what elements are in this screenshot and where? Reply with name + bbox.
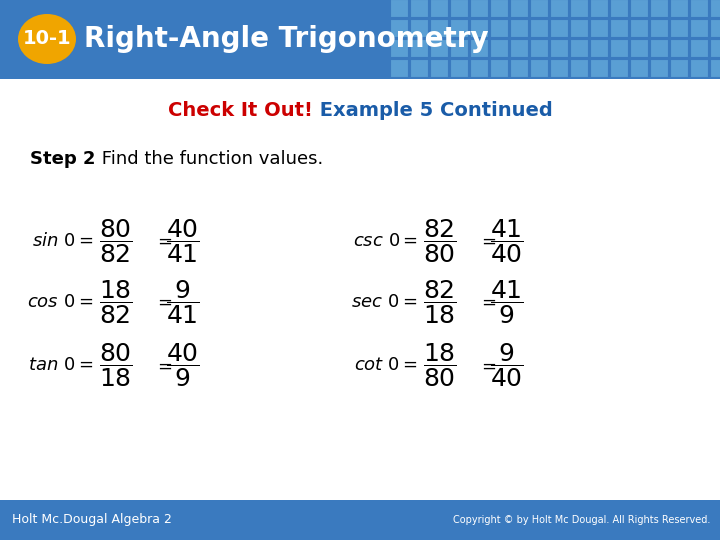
FancyBboxPatch shape: [570, 39, 588, 57]
FancyBboxPatch shape: [430, 59, 448, 77]
Text: $sin\ 0 =$: $sin\ 0 =$: [32, 232, 94, 250]
Text: Copyright © by Holt Mc Dougal. All Rights Reserved.: Copyright © by Holt Mc Dougal. All Right…: [453, 515, 710, 525]
FancyBboxPatch shape: [450, 39, 468, 57]
FancyBboxPatch shape: [590, 59, 608, 77]
Text: 10-1: 10-1: [23, 30, 71, 49]
FancyBboxPatch shape: [510, 39, 528, 57]
FancyBboxPatch shape: [630, 59, 648, 77]
FancyBboxPatch shape: [530, 59, 548, 77]
FancyBboxPatch shape: [410, 19, 428, 37]
FancyBboxPatch shape: [530, 0, 548, 17]
FancyBboxPatch shape: [530, 39, 548, 57]
FancyBboxPatch shape: [710, 19, 720, 37]
Text: $csc\ 0 =$: $csc\ 0 =$: [353, 232, 418, 250]
FancyBboxPatch shape: [670, 0, 688, 17]
Text: $\dfrac{80}{18}$: $\dfrac{80}{18}$: [99, 341, 132, 389]
FancyBboxPatch shape: [470, 59, 488, 77]
Text: Step 2: Step 2: [30, 150, 96, 168]
FancyBboxPatch shape: [590, 39, 608, 57]
FancyBboxPatch shape: [530, 19, 548, 37]
FancyBboxPatch shape: [670, 39, 688, 57]
FancyBboxPatch shape: [650, 0, 668, 17]
FancyBboxPatch shape: [450, 19, 468, 37]
FancyBboxPatch shape: [470, 0, 488, 17]
Text: Holt Mc.Dougal Algebra 2: Holt Mc.Dougal Algebra 2: [12, 514, 172, 526]
FancyBboxPatch shape: [610, 0, 628, 17]
FancyBboxPatch shape: [690, 0, 708, 17]
FancyBboxPatch shape: [0, 0, 720, 79]
FancyBboxPatch shape: [650, 59, 668, 77]
FancyBboxPatch shape: [390, 59, 408, 77]
FancyBboxPatch shape: [610, 19, 628, 37]
Text: $=$: $=$: [153, 356, 172, 374]
FancyBboxPatch shape: [650, 19, 668, 37]
Text: Right-Angle Trigonometry: Right-Angle Trigonometry: [84, 25, 489, 53]
Text: $se c\ 0 =$: $se c\ 0 =$: [351, 293, 418, 311]
FancyBboxPatch shape: [410, 39, 428, 57]
FancyBboxPatch shape: [390, 39, 408, 57]
Text: $\dfrac{40}{9}$: $\dfrac{40}{9}$: [166, 341, 199, 389]
Text: $\dfrac{41}{9}$: $\dfrac{41}{9}$: [490, 278, 523, 326]
FancyBboxPatch shape: [490, 59, 508, 77]
FancyBboxPatch shape: [390, 19, 408, 37]
FancyBboxPatch shape: [630, 19, 648, 37]
Text: Example 5 Continued: Example 5 Continued: [312, 102, 552, 120]
FancyBboxPatch shape: [570, 19, 588, 37]
Text: $=$: $=$: [153, 232, 172, 250]
FancyBboxPatch shape: [710, 0, 720, 17]
FancyBboxPatch shape: [0, 79, 720, 500]
FancyBboxPatch shape: [610, 39, 628, 57]
FancyBboxPatch shape: [610, 59, 628, 77]
FancyBboxPatch shape: [450, 59, 468, 77]
FancyBboxPatch shape: [430, 39, 448, 57]
FancyBboxPatch shape: [410, 59, 428, 77]
FancyBboxPatch shape: [570, 0, 588, 17]
FancyBboxPatch shape: [630, 39, 648, 57]
FancyBboxPatch shape: [590, 19, 608, 37]
FancyBboxPatch shape: [470, 39, 488, 57]
FancyBboxPatch shape: [390, 0, 408, 17]
FancyBboxPatch shape: [590, 0, 608, 17]
Ellipse shape: [18, 14, 76, 64]
FancyBboxPatch shape: [510, 59, 528, 77]
FancyBboxPatch shape: [510, 0, 528, 17]
FancyBboxPatch shape: [550, 19, 568, 37]
FancyBboxPatch shape: [550, 0, 568, 17]
Text: $\dfrac{40}{41}$: $\dfrac{40}{41}$: [166, 217, 199, 265]
Text: $\dfrac{82}{18}$: $\dfrac{82}{18}$: [423, 278, 456, 326]
Text: $\dfrac{9}{40}$: $\dfrac{9}{40}$: [490, 341, 523, 389]
FancyBboxPatch shape: [570, 59, 588, 77]
FancyBboxPatch shape: [550, 39, 568, 57]
FancyBboxPatch shape: [690, 19, 708, 37]
FancyBboxPatch shape: [690, 39, 708, 57]
FancyBboxPatch shape: [650, 39, 668, 57]
Text: $\dfrac{18}{82}$: $\dfrac{18}{82}$: [99, 278, 132, 326]
Text: $\dfrac{82}{80}$: $\dfrac{82}{80}$: [423, 217, 456, 265]
FancyBboxPatch shape: [670, 59, 688, 77]
FancyBboxPatch shape: [430, 19, 448, 37]
Text: $\dfrac{41}{40}$: $\dfrac{41}{40}$: [490, 217, 523, 265]
FancyBboxPatch shape: [470, 19, 488, 37]
Text: $tan\ 0 =$: $tan\ 0 =$: [28, 356, 94, 374]
FancyBboxPatch shape: [490, 19, 508, 37]
Text: Find the function values.: Find the function values.: [96, 150, 323, 168]
FancyBboxPatch shape: [550, 59, 568, 77]
FancyBboxPatch shape: [450, 0, 468, 17]
FancyBboxPatch shape: [490, 39, 508, 57]
Text: $=$: $=$: [477, 293, 496, 311]
Text: $cot\ 0 =$: $cot\ 0 =$: [354, 356, 418, 374]
FancyBboxPatch shape: [410, 0, 428, 17]
Text: $=$: $=$: [477, 356, 496, 374]
FancyBboxPatch shape: [670, 19, 688, 37]
FancyBboxPatch shape: [710, 59, 720, 77]
Text: Check It Out!: Check It Out!: [168, 102, 312, 120]
Text: $=$: $=$: [477, 232, 496, 250]
FancyBboxPatch shape: [690, 59, 708, 77]
FancyBboxPatch shape: [710, 39, 720, 57]
FancyBboxPatch shape: [490, 0, 508, 17]
FancyBboxPatch shape: [430, 0, 448, 17]
Text: $\dfrac{9}{41}$: $\dfrac{9}{41}$: [166, 278, 199, 326]
Text: $=$: $=$: [153, 293, 172, 311]
Text: $\dfrac{80}{82}$: $\dfrac{80}{82}$: [99, 217, 132, 265]
